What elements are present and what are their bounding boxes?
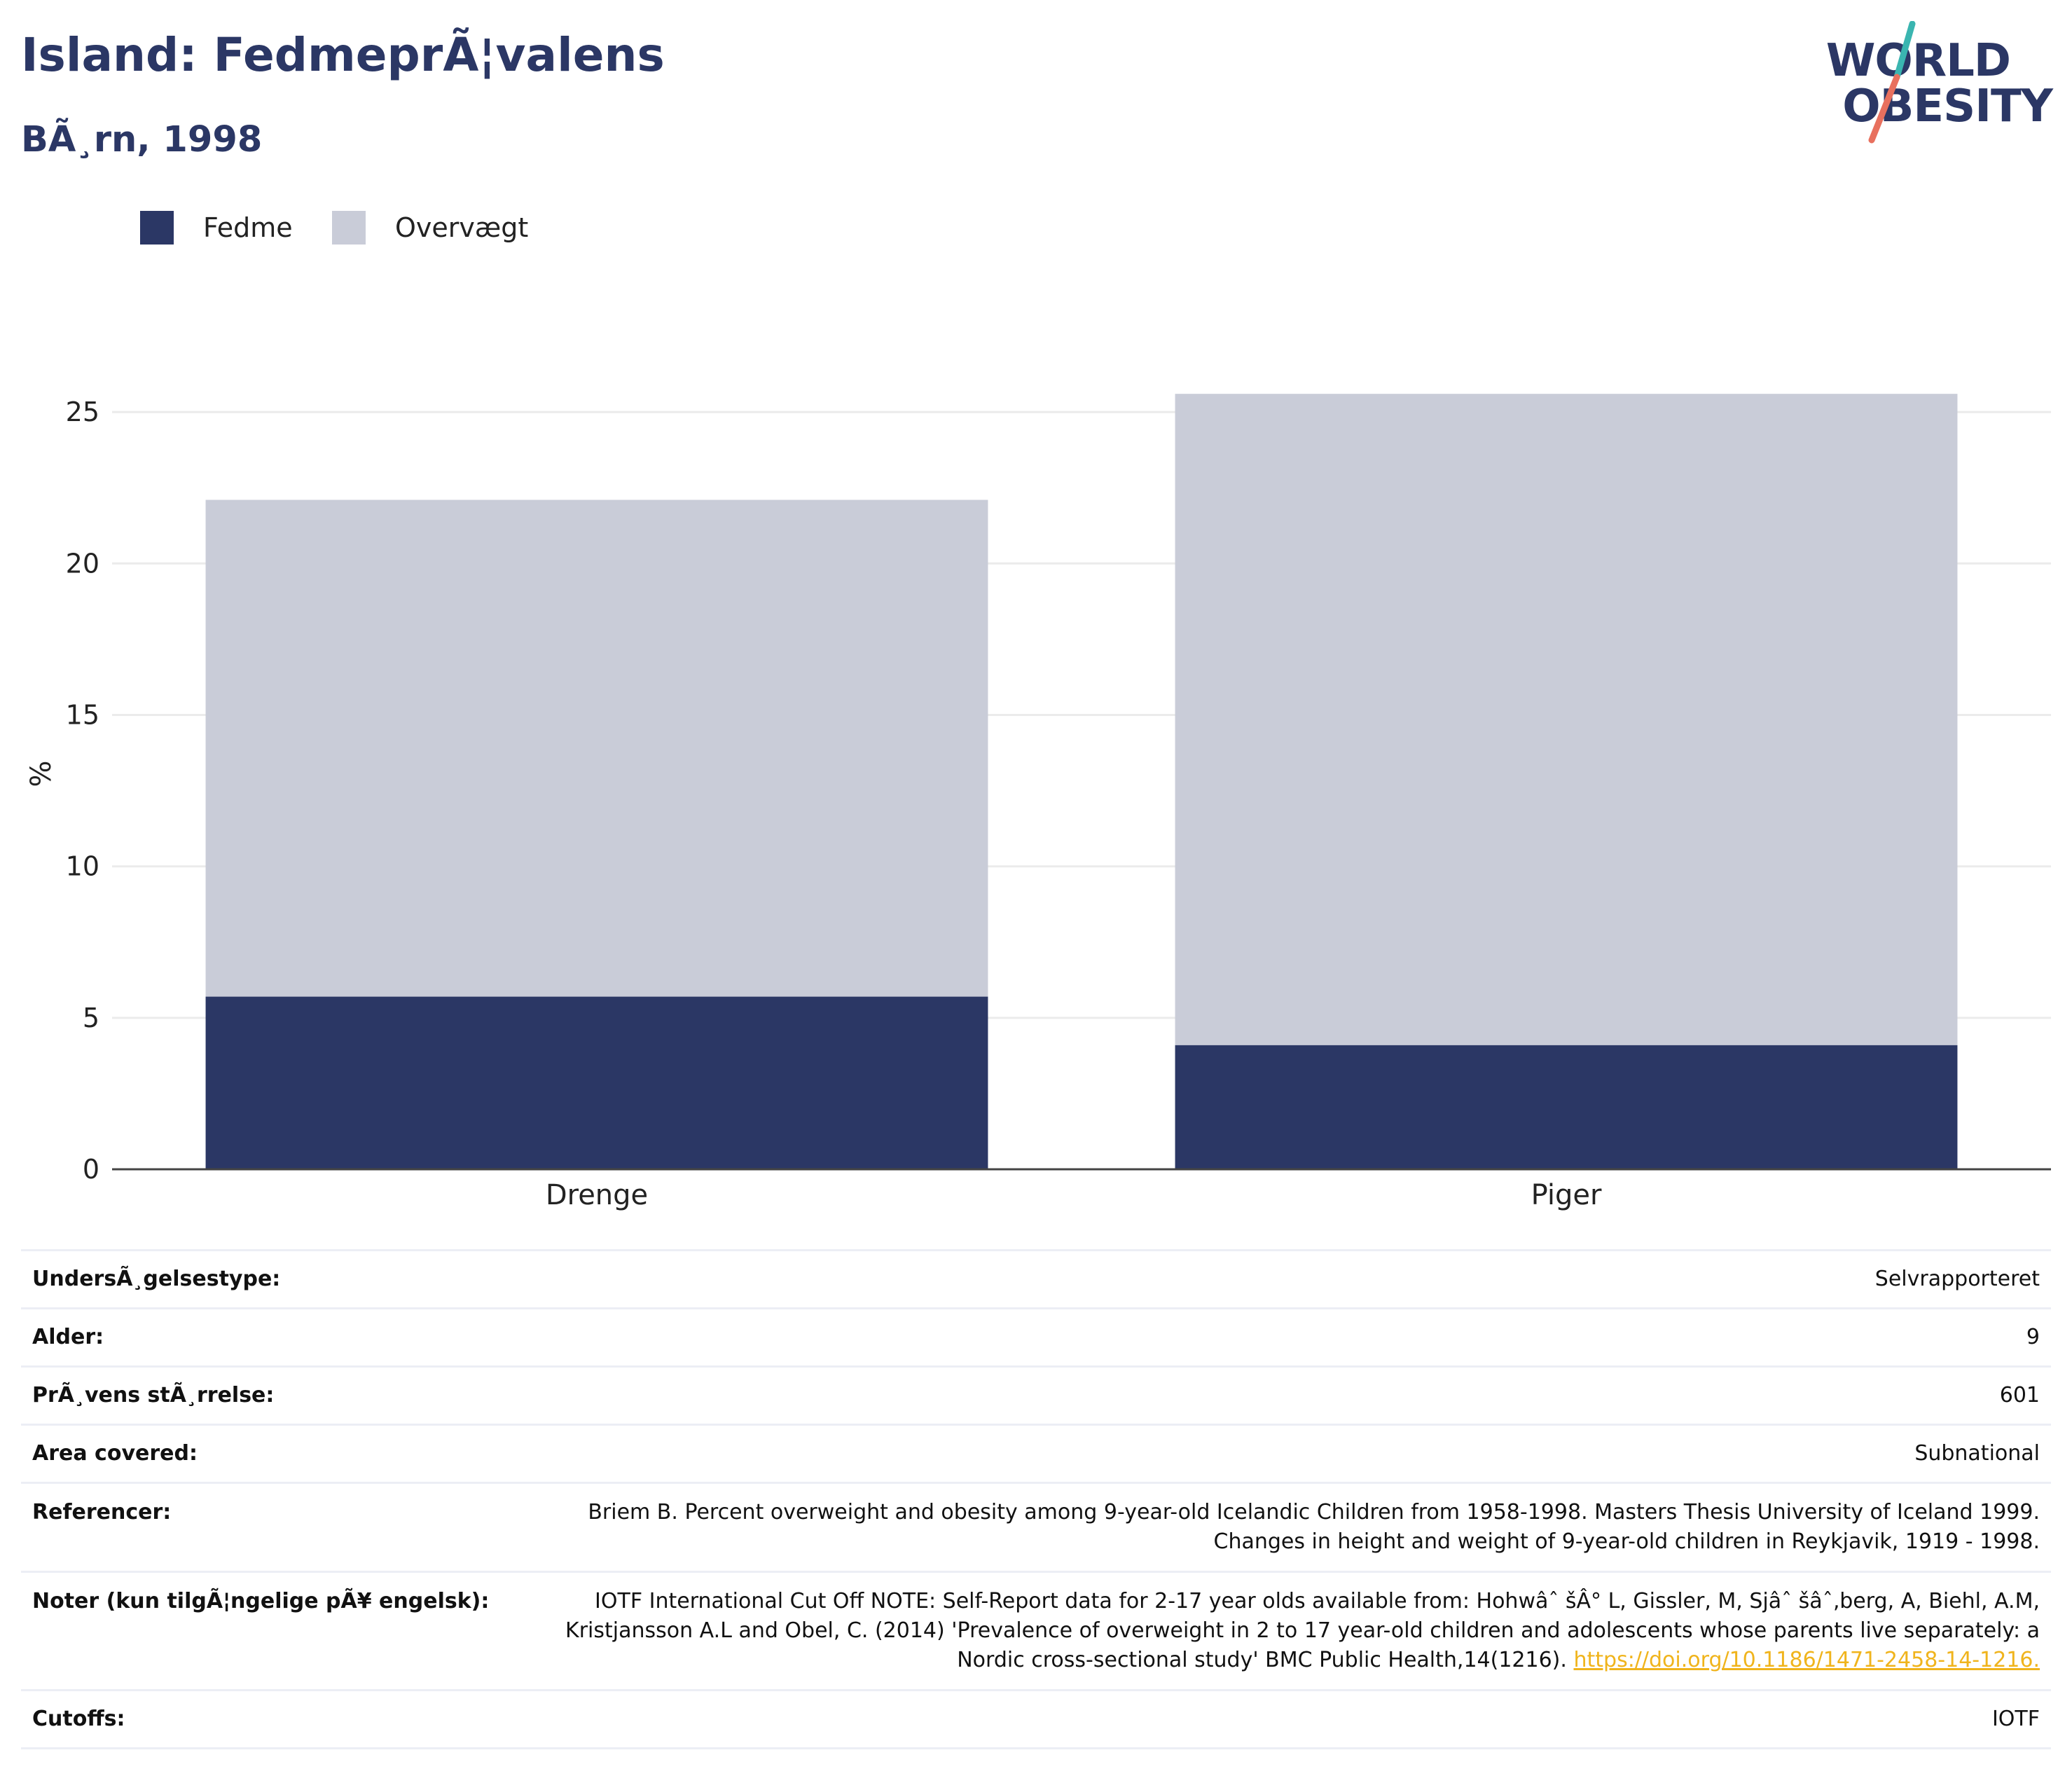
bar-overv-gt-drenge: Drenge – Overvægt: 16.4 [205,500,988,997]
info-row-references: Referencer: Briem B. Percent overweight … [21,1482,2051,1572]
doi-link[interactable]: https://doi.org/10.1186/1471-2458-14-121… [1573,1648,2040,1672]
logo-line-1: WORLD [1825,35,2011,87]
info-row-age: Alder: 9 [21,1307,2051,1367]
info-row-notes: Noter (kun tilgÃ¦ngelige pÃ¥ engelsk): I… [21,1571,2051,1691]
info-label: Area covered: [21,1424,548,1483]
info-row-survey-type: UndersÃ¸gelsestype: Selvrapporteret [21,1249,2051,1309]
bar-fedme-drenge: Drenge – Fedme: 5.7 [205,996,988,1169]
y-axis-title: % [25,760,57,787]
info-label: UndersÃ¸gelsestype: [21,1249,548,1309]
y-tick-label: 10 [66,851,99,882]
info-label: Cutoffs: [21,1689,548,1749]
info-value: Briem B. Percent overweight and obesity … [548,1482,2051,1572]
y-tick-label: 15 [66,699,99,730]
bar-fedme-piger: Piger – Fedme: 4.1 [1175,1045,1958,1169]
legend-swatch-fedme [140,211,174,245]
y-tick-label: 25 [66,397,99,427]
world-obesity-logo[interactable]: WORLD OBESITY [1821,21,2053,147]
y-tick-label: 0 [83,1154,99,1185]
info-label: Referencer: [21,1482,548,1572]
info-row-cutoffs: Cutoffs: IOTF [21,1689,2051,1749]
study-info-table: UndersÃ¸gelsestype: Selvrapporteret Alde… [21,1249,2051,1749]
x-tick-label: Piger [1531,1179,1602,1211]
info-value: Subnational [548,1424,2051,1483]
y-tick-label: 20 [66,548,99,579]
info-value: 9 [548,1307,2051,1367]
y-tick-label: 5 [83,1003,99,1033]
bar-overv-gt-piger: Piger – Overvægt: 21.5 [1175,394,1958,1045]
info-value-notes: IOTF International Cut Off NOTE: Self-Re… [548,1571,2051,1691]
notes-text: IOTF International Cut Off NOTE: Self-Re… [565,1589,2040,1672]
info-label: Alder: [21,1307,548,1367]
legend-label-overvaegt: Overvægt [395,212,529,243]
legend-label-fedme: Fedme [203,212,293,243]
stacked-bar-chart: 0 5 10 15 20 25% Drenge – Fedme: 5.7Drenge – O… [25,394,2051,1211]
x-tick-label: Drenge [546,1179,648,1211]
info-row-sample-size: PrÃ¸vens stÃ¸rrelse: 601 [21,1365,2051,1425]
legend-swatch-overvaegt [332,211,366,245]
info-value: 601 [548,1365,2051,1425]
chart-subtitle: BÃ¸rn, 1998 [21,119,263,160]
info-value: IOTF [548,1689,2051,1749]
chart-title: Island: FedmeprÃ¦valens [21,28,665,82]
logo-slash-icon [1868,21,1916,144]
info-row-area-covered: Area covered: Subnational [21,1424,2051,1483]
info-value: Selvrapporteret [548,1249,2051,1309]
info-label: Noter (kun tilgÃ¦ngelige pÃ¥ engelsk): [21,1571,548,1691]
info-label: PrÃ¸vens stÃ¸rrelse: [21,1365,548,1425]
